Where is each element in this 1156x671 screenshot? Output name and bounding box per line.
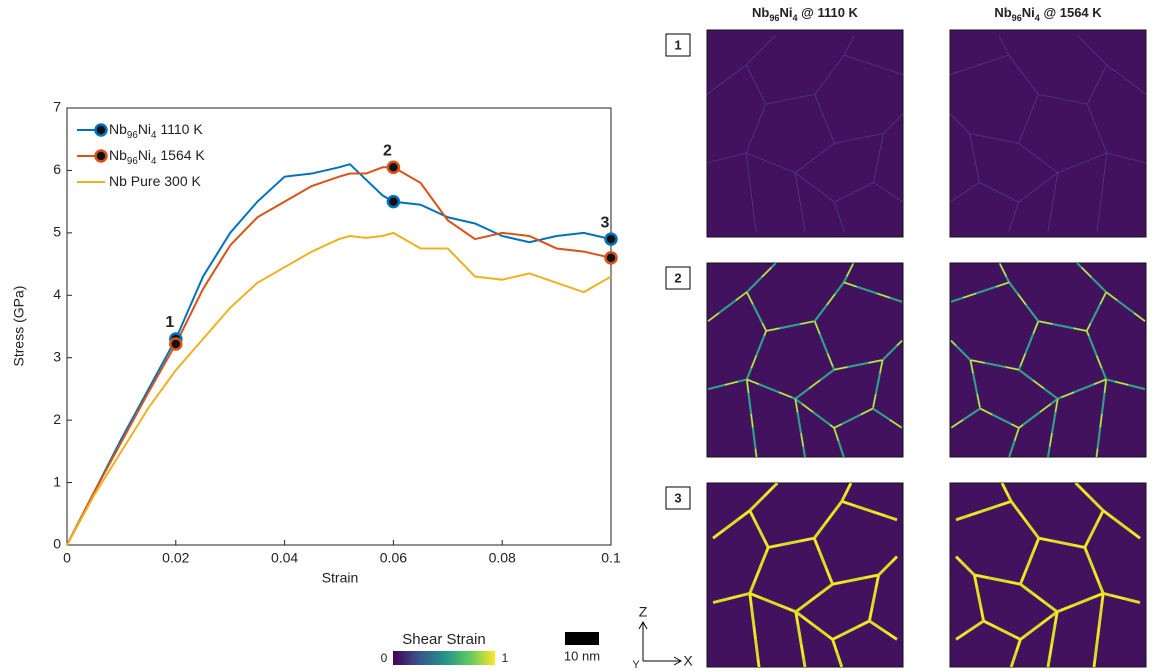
series-line bbox=[66, 166, 612, 546]
axis-y: Y bbox=[632, 659, 640, 671]
x-tick-label: 0.04 bbox=[271, 550, 298, 566]
y-tick-label: 0 bbox=[53, 536, 61, 552]
annotation: 2 bbox=[383, 143, 392, 160]
annotation: 1 bbox=[165, 314, 174, 331]
colorbar bbox=[393, 651, 495, 665]
y-tick-label: 5 bbox=[53, 224, 61, 240]
row-label-box bbox=[665, 266, 691, 290]
point-marker bbox=[386, 160, 401, 175]
strain-map bbox=[706, 482, 904, 668]
annotation: 3 bbox=[601, 214, 610, 231]
legend-label: Nb96Ni4 1564 K bbox=[109, 147, 205, 167]
strain-map bbox=[949, 262, 1147, 458]
scale-bar-label: 10 nm bbox=[564, 648, 600, 663]
strain-map bbox=[949, 482, 1147, 668]
legend-label: Nb96Ni4 1110 K bbox=[109, 121, 203, 141]
y-axis-label: Stress (GPa) bbox=[11, 286, 27, 367]
point-marker bbox=[604, 232, 618, 246]
axis-z: Z bbox=[639, 604, 648, 620]
y-tick-label: 2 bbox=[53, 411, 61, 427]
row-label-box bbox=[665, 486, 691, 510]
y-tick-label: 1 bbox=[53, 473, 61, 489]
column-title: Nb96Ni4 @ 1564 K bbox=[994, 5, 1102, 23]
x-tick-label: 0.08 bbox=[489, 550, 516, 566]
point-marker bbox=[169, 337, 183, 351]
strain-map bbox=[949, 29, 1147, 238]
axis-triad bbox=[638, 620, 683, 666]
row-label: 3 bbox=[674, 490, 681, 505]
strain-maps: Nb96Ni4 @ 1110 K Nb96Ni4 @ 1564 K 1 2 3 bbox=[665, 5, 1147, 668]
colorbar-label: Shear Strain bbox=[402, 631, 485, 648]
axis-x: X bbox=[683, 653, 693, 669]
y-tick-label: 7 bbox=[53, 99, 61, 115]
point-marker bbox=[604, 251, 618, 265]
legend-marker bbox=[94, 149, 108, 163]
legend-label: Nb Pure 300 K bbox=[109, 173, 201, 189]
row-label: 2 bbox=[674, 270, 681, 285]
line-chart: Strain Stress (GPa) 0 0.02 0.04 0.06 0.08 0.1… bbox=[11, 99, 621, 586]
strain-map bbox=[706, 262, 904, 458]
row-label: 1 bbox=[674, 37, 681, 52]
column-title: Nb96Ni4 @ 1110 K bbox=[752, 5, 859, 23]
x-axis-label: Strain bbox=[322, 570, 359, 586]
scale-bar bbox=[565, 632, 599, 645]
series-line bbox=[66, 231, 612, 546]
x-tick-label: 0.1 bbox=[601, 550, 621, 566]
colorbar-tick-label: 1 bbox=[502, 651, 509, 665]
strain-map bbox=[706, 29, 904, 238]
triad-arrows bbox=[638, 620, 683, 666]
y-tick-label: 4 bbox=[53, 286, 61, 302]
colorbar-tick-label: 0 bbox=[381, 651, 388, 665]
series-line bbox=[66, 163, 612, 546]
point-marker bbox=[386, 194, 401, 209]
y-tick-label: 3 bbox=[53, 348, 61, 364]
row-label-box bbox=[665, 33, 691, 57]
legend-marker bbox=[94, 123, 108, 137]
y-tick-label: 6 bbox=[53, 161, 61, 177]
x-tick-label: 0 bbox=[63, 550, 71, 566]
x-tick-label: 0.02 bbox=[162, 550, 189, 566]
x-tick-label: 0.06 bbox=[380, 550, 407, 566]
plot-frame bbox=[66, 107, 612, 546]
